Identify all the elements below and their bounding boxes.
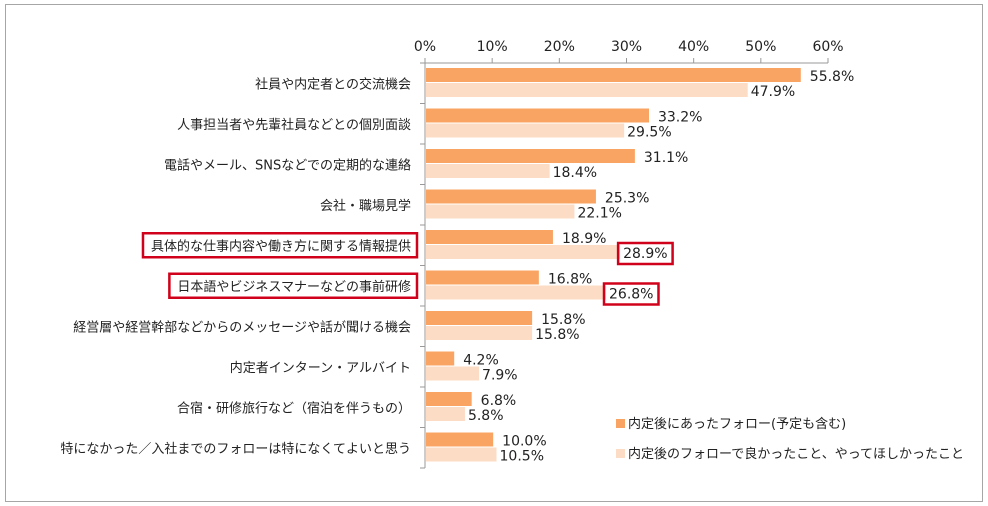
highlight-box — [141, 232, 419, 259]
bar-actual — [426, 149, 635, 163]
legend-swatch — [616, 449, 625, 458]
category-label: 社員や内定者との交流機会 — [255, 76, 411, 92]
category-label: 具体的な仕事内容や働き方に関する情報提供 — [151, 238, 411, 254]
legend-swatch — [616, 419, 625, 428]
bar-actual — [426, 230, 553, 244]
bar-actual — [426, 392, 472, 406]
bar-actual — [426, 432, 494, 447]
chart-frame — [5, 4, 983, 502]
bar-desired — [426, 447, 497, 462]
bar-desired — [426, 326, 533, 340]
bar-desired — [426, 123, 625, 138]
data-label: 4.2% — [463, 353, 499, 369]
x-tick-label: 10% — [477, 39, 508, 55]
bar-actual — [426, 108, 649, 123]
bar-desired — [426, 204, 575, 219]
x-tick-label: 40% — [678, 39, 709, 55]
x-tick-label: 50% — [745, 39, 776, 55]
category-label: 電話やメール、SNSなどでの定期的な連絡 — [164, 157, 411, 173]
bar-desired — [426, 83, 748, 97]
data-label: 25.3% — [605, 191, 649, 207]
bar-actual — [426, 311, 533, 325]
bar-desired — [426, 285, 607, 300]
bar-desired — [426, 366, 480, 381]
data-label: 15.8% — [541, 312, 585, 328]
data-label: 55.8% — [810, 69, 854, 85]
x-tick-label: 0% — [414, 39, 436, 55]
x-tick-label: 60% — [812, 39, 843, 55]
category-label: 会社・職場見学 — [320, 198, 411, 214]
category-label: 内定者インターン・アルバイト — [230, 360, 411, 376]
bar-desired — [426, 245, 621, 259]
data-label: 33.2% — [658, 110, 702, 126]
legend-label: 内定後にあったフォロー(予定も含む) — [628, 416, 846, 432]
data-label: 7.9% — [482, 368, 518, 384]
data-label: 5.8% — [468, 408, 504, 424]
legend-label: 内定後のフォローで良かったこと、やってほしかったこと — [628, 446, 964, 462]
highlight-box — [168, 272, 419, 299]
bar-actual — [426, 351, 455, 366]
data-label: 16.8% — [548, 272, 592, 288]
bar-actual — [426, 68, 801, 82]
data-label: 18.4% — [553, 165, 597, 181]
category-label: 特になかった／入社までのフォローは特になくてよいと思う — [60, 441, 411, 457]
category-label: 合宿・研修旅行など（宿泊を伴うもの） — [177, 400, 411, 416]
data-label: 31.1% — [644, 150, 688, 166]
highlight-box — [602, 282, 660, 306]
x-tick-label: 30% — [611, 39, 642, 55]
data-label: 10.0% — [502, 434, 546, 450]
data-label: 18.9% — [562, 231, 606, 247]
data-label: 29.5% — [627, 125, 671, 141]
data-label: 28.9% — [623, 246, 667, 262]
data-label: 10.5% — [500, 449, 544, 465]
category-label: 日本語やビジネスマナーなどの事前研修 — [177, 279, 411, 295]
bar-desired — [426, 164, 550, 178]
data-label: 22.1% — [577, 206, 621, 222]
category-label: 経営層や経営幹部などからのメッセージや話が聞ける機会 — [73, 319, 411, 335]
category-label: 人事担当者や先輩社員などとの個別面談 — [177, 117, 411, 133]
data-label: 15.8% — [535, 327, 579, 343]
data-label: 26.8% — [609, 287, 653, 303]
bar-actual — [426, 189, 596, 204]
highlight-box — [616, 241, 674, 266]
data-label: 6.8% — [481, 393, 517, 409]
data-label: 47.9% — [751, 84, 795, 100]
bar-desired — [426, 407, 465, 421]
x-tick-label: 20% — [544, 39, 575, 55]
bar-actual — [426, 270, 539, 285]
